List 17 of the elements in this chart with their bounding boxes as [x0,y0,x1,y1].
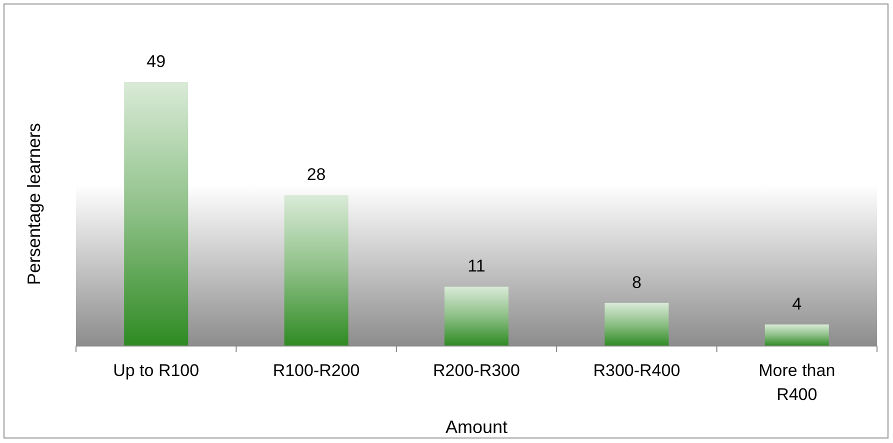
data-label: 8 [632,272,642,292]
bar [124,82,188,346]
data-label: 49 [146,52,166,71]
data-label: 4 [792,294,802,314]
bar [284,195,348,346]
x-tick-label: R300-R400 [593,361,680,380]
data-label: 11 [468,256,486,276]
x-tick-label: Up to R100 [113,361,200,380]
bar [444,286,508,346]
x-tick-label: R100-R200 [272,361,360,380]
bar [604,302,669,346]
x-tick-label: R200-R300 [433,361,520,380]
x-axis-title: Amount [445,417,508,437]
x-tick-label: More than R400 [758,361,836,404]
y-axis-title: Persentage learners [24,122,44,286]
bar [764,324,829,346]
data-label: 28 [306,165,326,184]
